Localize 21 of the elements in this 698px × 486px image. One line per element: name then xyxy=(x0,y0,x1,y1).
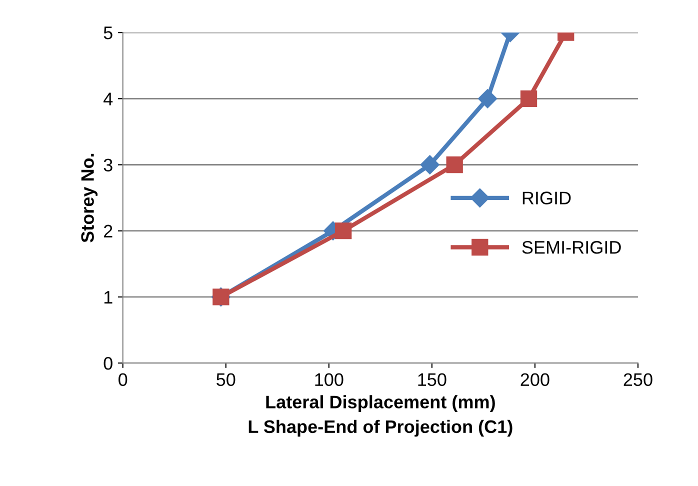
x-tick-label: 150 xyxy=(418,373,446,386)
x-tick-label: 0 xyxy=(118,373,128,386)
y-axis-title: Storey No. xyxy=(81,154,98,242)
x-tick-label: 200 xyxy=(520,373,550,386)
x-tick-label: 50 xyxy=(216,373,236,386)
point xyxy=(478,89,498,108)
y-tick-label: 5 xyxy=(104,26,112,40)
point xyxy=(446,156,463,174)
legend-label: RIGID xyxy=(522,192,571,204)
x-tick-label: 250 xyxy=(624,373,652,386)
point xyxy=(334,222,352,240)
y-tick-label: 1 xyxy=(104,291,112,304)
point xyxy=(420,155,440,174)
y-tick-label: 3 xyxy=(104,158,112,172)
point xyxy=(520,90,538,107)
y-tick-label: 2 xyxy=(104,224,112,238)
y-tick-label: 0 xyxy=(104,356,112,370)
x-tick-label: 100 xyxy=(315,373,344,386)
y-tick-label: 4 xyxy=(104,92,113,106)
x-axis-title: Lateral Displacement (mm) L Shape-End of Projection (C1) xyxy=(248,395,512,437)
legend-label: SEMI-RIGID xyxy=(522,240,621,254)
